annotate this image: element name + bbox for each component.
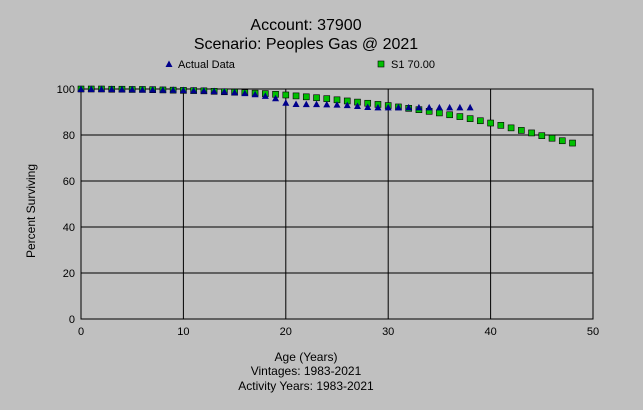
actual-data-point bbox=[292, 100, 300, 107]
actual-data-point bbox=[231, 88, 239, 96]
chart-title: Account: 37900 bbox=[250, 17, 361, 34]
actual-data-point bbox=[272, 94, 280, 102]
actual-data-point bbox=[364, 103, 372, 110]
y-tick-label: 60 bbox=[63, 176, 75, 188]
s1-point bbox=[507, 124, 515, 132]
actual-data-point bbox=[200, 87, 208, 94]
y-tick-label: 100 bbox=[57, 84, 75, 96]
s1-point bbox=[466, 115, 474, 122]
actual-data-point bbox=[210, 87, 218, 95]
legend-triangle-marker bbox=[165, 60, 173, 67]
data-points bbox=[77, 85, 576, 147]
footer-vintages: Vintages: 1983-2021 bbox=[251, 364, 362, 378]
actual-data-point bbox=[313, 100, 321, 108]
actual-data-point bbox=[456, 103, 464, 111]
y-tick-label: 20 bbox=[63, 268, 75, 280]
legend-square-marker bbox=[377, 60, 385, 68]
actual-data-point bbox=[159, 86, 167, 93]
actual-data-point bbox=[87, 85, 95, 92]
actual-data-point bbox=[435, 103, 443, 111]
legend: Actual Data S1 70.00 bbox=[165, 59, 435, 71]
actual-data-point bbox=[333, 101, 341, 108]
grid bbox=[81, 89, 593, 319]
plot-area bbox=[80, 88, 594, 320]
x-tick-label: 20 bbox=[280, 326, 292, 338]
s1-point bbox=[477, 117, 484, 125]
s1-point bbox=[313, 94, 320, 102]
s1-point bbox=[292, 92, 300, 100]
s1-point bbox=[548, 134, 556, 142]
s1-point bbox=[487, 119, 494, 127]
actual-data-point bbox=[343, 101, 351, 109]
actual-data-point bbox=[97, 85, 105, 92]
actual-data-point bbox=[261, 92, 269, 99]
actual-data-point bbox=[353, 102, 361, 110]
s1-point bbox=[302, 93, 310, 101]
x-tick-label: 40 bbox=[484, 326, 496, 338]
actual-data-point bbox=[405, 103, 413, 111]
s1-point bbox=[518, 127, 525, 134]
actual-data-point bbox=[138, 85, 146, 93]
actual-data-point bbox=[241, 89, 249, 97]
s1-point bbox=[436, 109, 443, 117]
x-tick-label: 50 bbox=[587, 326, 599, 338]
series-actual-data bbox=[77, 85, 474, 111]
y-tick-label: 40 bbox=[63, 222, 75, 234]
s1-point bbox=[558, 137, 566, 145]
x-tick-label: 30 bbox=[382, 326, 394, 338]
s1-point bbox=[538, 132, 546, 139]
actual-data-point bbox=[425, 103, 433, 111]
actual-data-point bbox=[374, 103, 382, 111]
actual-data-point bbox=[169, 86, 177, 93]
actual-data-point bbox=[282, 99, 290, 106]
actual-data-point bbox=[77, 85, 85, 92]
y-tick-label: 0 bbox=[69, 314, 75, 326]
actual-data-point bbox=[251, 90, 259, 98]
actual-data-point bbox=[108, 85, 116, 92]
y-tick-label: 80 bbox=[63, 130, 75, 142]
actual-data-point bbox=[220, 88, 228, 95]
chart-subtitle: Scenario: Peoples Gas @ 2021 bbox=[194, 36, 418, 53]
actual-data-point bbox=[323, 100, 331, 108]
x-axis-label: Age (Years) bbox=[275, 350, 338, 364]
s1-point bbox=[456, 113, 464, 120]
actual-data-point bbox=[179, 86, 187, 94]
actual-data-point bbox=[466, 103, 474, 111]
s1-point bbox=[282, 91, 290, 99]
actual-data-point bbox=[415, 103, 423, 111]
actual-data-point bbox=[118, 85, 126, 93]
legend-actual-label: Actual Data bbox=[178, 59, 236, 71]
actual-data-point bbox=[302, 100, 310, 108]
actual-data-point bbox=[190, 86, 198, 94]
legend-actual-marker bbox=[165, 60, 173, 67]
s1-point bbox=[497, 122, 505, 129]
footer-activity-years: Activity Years: 1983-2021 bbox=[238, 379, 374, 393]
actual-data-point bbox=[128, 85, 136, 93]
s1-point bbox=[569, 139, 576, 147]
y-tick-labels: 0 20 40 60 80 100 bbox=[57, 84, 75, 326]
s1-point bbox=[446, 111, 453, 119]
x-tick-labels: 0 10 20 30 40 50 bbox=[78, 326, 599, 338]
actual-data-point bbox=[446, 103, 454, 111]
legend-s1-label: S1 70.00 bbox=[391, 59, 435, 71]
s1-point bbox=[323, 95, 331, 102]
y-axis-label: Percent Surviving bbox=[24, 164, 38, 258]
actual-data-point bbox=[149, 85, 157, 93]
s1-point bbox=[528, 129, 535, 137]
actual-data-point bbox=[384, 103, 392, 111]
legend-s1-marker bbox=[377, 60, 385, 68]
x-tick-label: 10 bbox=[177, 326, 189, 338]
actual-data-point bbox=[394, 103, 402, 111]
x-tick-label: 0 bbox=[78, 326, 84, 338]
